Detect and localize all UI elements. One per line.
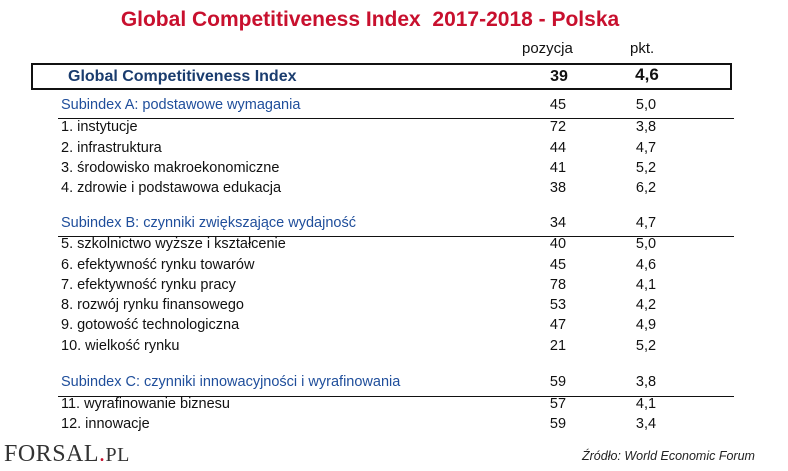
row-label: 9. gotowość technologiczna (61, 317, 240, 333)
row-points: 4,1 (635, 277, 657, 293)
source-note: Źródło: World Economic Forum (582, 449, 755, 463)
row-position: 40 (549, 236, 567, 252)
subindex-row: Subindex C: czynniki innowacyjności i wy… (0, 374, 788, 394)
table-row: 11. wyrafinowanie biznesu 57 4,1 (0, 396, 788, 416)
row-points: 4,7 (635, 140, 657, 156)
table-row: 12. innowacje 59 3,4 (0, 416, 788, 436)
row-points: 3,4 (635, 416, 657, 432)
row-label: 2. infrastruktura (61, 140, 162, 156)
table-row: 4. zdrowie i podstawowa edukacja 38 6,2 (0, 180, 788, 200)
row-label: 8. rozwój rynku finansowego (61, 297, 244, 313)
column-header-position: pozycja (522, 40, 573, 57)
row-points: 3,8 (635, 374, 657, 390)
subindex-label: Subindex C: czynniki innowacyjności i wy… (61, 374, 401, 390)
section-divider (58, 396, 734, 397)
row-position: 34 (549, 215, 567, 231)
gci-position: 39 (550, 68, 568, 85)
row-label: 5. szkolnictwo wyższe i kształcenie (61, 236, 286, 252)
row-label: 11. wyrafinowanie biznesu (61, 396, 230, 412)
subindex-label: Subindex B: czynniki zwiększające wydajn… (61, 215, 356, 231)
section-divider (58, 236, 734, 237)
row-label: 10. wielkość rynku (61, 338, 180, 354)
gci-summary-box: Global Competitiveness Index 39 4,6 (31, 63, 732, 90)
subindex-row: Subindex B: czynniki zwiększające wydajn… (0, 215, 788, 235)
subindex-label: Subindex A: podstawowe wymagania (61, 97, 301, 113)
row-points: 5,2 (635, 160, 657, 176)
gci-points: 4,6 (635, 65, 659, 84)
row-points: 5,0 (635, 236, 657, 252)
row-position: 45 (549, 97, 567, 113)
row-position: 47 (549, 317, 567, 333)
table-row: 9. gotowość technologiczna 47 4,9 (0, 317, 788, 337)
table-row: 3. środowisko makroekonomiczne 41 5,2 (0, 160, 788, 180)
row-label: 12. innowacje (61, 416, 150, 432)
row-label: 6. efektywność rynku towarów (61, 257, 255, 273)
row-position: 78 (549, 277, 567, 293)
row-label: 4. zdrowie i podstawowa edukacja (61, 180, 282, 196)
table-row: 10. wielkość rynku 21 5,2 (0, 338, 788, 358)
row-points: 4,7 (635, 215, 657, 231)
row-points: 4,6 (635, 257, 657, 273)
table-row: 2. infrastruktura 44 4,7 (0, 140, 788, 160)
subindex-row: Subindex A: podstawowe wymagania 45 5,0 (0, 97, 788, 117)
row-position: 38 (549, 180, 567, 196)
row-position: 59 (549, 416, 567, 432)
row-label: 7. efektywność rynku pracy (61, 277, 236, 293)
logo-main: FORSAL (4, 441, 100, 467)
row-position: 21 (549, 338, 567, 354)
row-points: 4,9 (635, 317, 657, 333)
page-title: Global Competitiveness Index 2017-2018 -… (120, 8, 620, 31)
logo-suffix: PL (105, 444, 130, 466)
logo-dot: . (99, 441, 106, 467)
gci-label: Global Competitiveness Index (68, 68, 297, 85)
table-row: 7. efektywność rynku pracy 78 4,1 (0, 277, 788, 297)
row-position: 59 (549, 374, 567, 390)
row-position: 57 (549, 396, 567, 412)
row-points: 4,1 (635, 396, 657, 412)
row-position: 41 (549, 160, 567, 176)
row-label: 1. instytucje (61, 119, 138, 135)
table-row: 1. instytucje 72 3,8 (0, 119, 788, 139)
row-points: 3,8 (635, 119, 657, 135)
row-points: 5,2 (635, 338, 657, 354)
row-points: 4,2 (635, 297, 657, 313)
row-position: 53 (549, 297, 567, 313)
row-points: 5,0 (635, 97, 657, 113)
row-label: 3. środowisko makroekonomiczne (61, 160, 280, 176)
forsal-logo: FORSAL.PL (4, 441, 130, 468)
row-position: 45 (549, 257, 567, 273)
column-header-points: pkt. (630, 40, 655, 57)
table-row: 6. efektywność rynku towarów 45 4,6 (0, 257, 788, 277)
row-position: 72 (549, 119, 567, 135)
table-row: 8. rozwój rynku finansowego 53 4,2 (0, 297, 788, 317)
table-row: 5. szkolnictwo wyższe i kształcenie 40 5,0 (0, 236, 788, 256)
section-divider (58, 118, 734, 119)
row-position: 44 (549, 140, 567, 156)
row-points: 6,2 (635, 180, 657, 196)
